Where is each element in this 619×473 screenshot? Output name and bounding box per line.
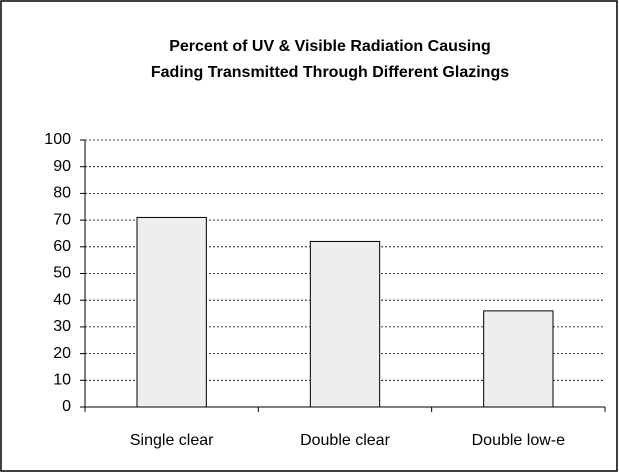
y-tick-label: 0: [62, 398, 71, 415]
chart-title: Percent of UV & Visible Radiation Causin…: [169, 38, 491, 55]
x-tick-label: Double clear: [300, 432, 391, 449]
y-tick-label: 10: [53, 372, 71, 389]
y-tick-label: 90: [53, 158, 71, 175]
chart-title: Fading Transmitted Through Different Gla…: [151, 64, 509, 81]
y-tick-label: 30: [53, 318, 71, 335]
y-tick-label: 100: [44, 131, 71, 148]
bar: [309, 240, 381, 408]
y-tick-label: 70: [53, 211, 71, 228]
x-tick-label: Single clear: [130, 432, 214, 449]
y-tick-label: 80: [53, 185, 71, 202]
y-tick-label: 50: [53, 265, 71, 282]
x-tick-label: Double low-e: [472, 432, 565, 449]
y-tick-label: 40: [53, 291, 71, 308]
bar: [136, 216, 207, 408]
bar: [483, 310, 554, 408]
y-tick-label: 60: [53, 238, 71, 255]
y-tick-label: 20: [53, 345, 71, 362]
